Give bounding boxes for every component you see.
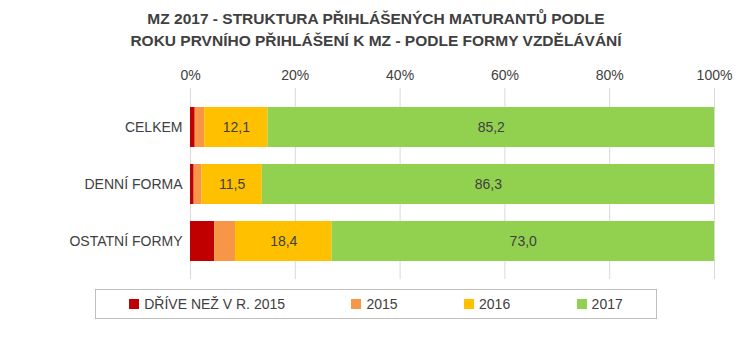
html-text:MZ 2017 - STRUKTURA PŘIHLÁŠENÝ: MZ 2017 - STRUKTURA PŘIHLÁŠENÝCH MATURAN… — [147, 10, 605, 27]
svg-text:18,4: 18,4 — [270, 233, 297, 249]
svg-text:DENNÍ FORMA: DENNÍ FORMA — [85, 176, 184, 192]
svg-text:20%: 20% — [281, 67, 309, 83]
svg-text:100%: 100% — [697, 67, 733, 83]
html-text:2016: 2016 — [479, 296, 511, 312]
svg-text:12,1: 12,1 — [223, 119, 250, 135]
html-text:DŘÍVE NEŽ V R. 2015: DŘÍVE NEŽ V R. 2015 — [144, 296, 285, 312]
svg-text:OSTATNÍ FORMY: OSTATNÍ FORMY — [69, 233, 183, 249]
html-text:2015: 2015 — [366, 296, 398, 312]
svg-text:11,5: 11,5 — [219, 176, 245, 192]
svg-text:73,0: 73,0 — [510, 233, 537, 249]
html-text:ROKU PRVNÍHO PŘIHLÁŠENÍ K MZ -: ROKU PRVNÍHO PŘIHLÁŠENÍ K MZ - PODLE FOR… — [130, 32, 622, 49]
svg-text:80%: 80% — [596, 67, 624, 83]
svg-text:85,2: 85,2 — [478, 119, 505, 135]
svg-text:60%: 60% — [491, 67, 519, 83]
svg-text:0%: 0% — [180, 67, 200, 83]
svg-text:40%: 40% — [386, 67, 414, 83]
svg-text:86,3: 86,3 — [475, 176, 502, 192]
svg-text:CELKEM: CELKEM — [125, 119, 183, 135]
html-text:2017: 2017 — [591, 296, 623, 312]
